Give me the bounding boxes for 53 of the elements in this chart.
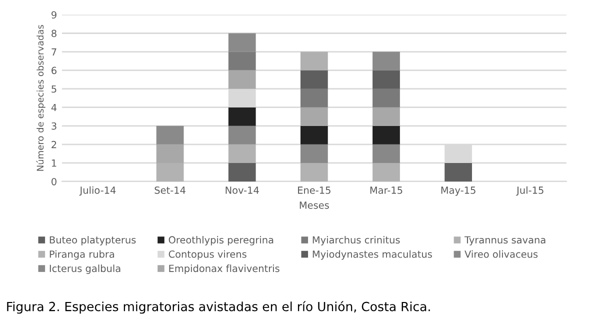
x-axis-title: Meses [300, 202, 329, 209]
text: Figura 2. Especies migratorias avistadas en el río Unión, Costa Rica. [7, 301, 430, 314]
legend-label: Icterus galbula [50, 264, 120, 274]
legend-label: Myiarchus crinitus [312, 236, 400, 246]
bar [228, 52, 256, 70]
bar [228, 162, 256, 182]
legend-label: Vireo olivaceus [464, 250, 538, 258]
bar [444, 162, 472, 182]
x-tick-label: Julio-14 [79, 186, 116, 196]
bar [372, 126, 400, 144]
x-tick-label: Set-14 [154, 186, 186, 194]
bar [300, 107, 328, 126]
bar [228, 33, 256, 52]
x-tick-label: Mar-15 [370, 186, 402, 194]
bar [300, 88, 328, 108]
x-tick-label: May-15 [441, 186, 476, 196]
y-tick-label: 7 [52, 48, 56, 56]
legend-label: Piranga rubra [50, 250, 114, 260]
bar [372, 70, 400, 89]
bar [300, 52, 328, 70]
bar [228, 144, 256, 163]
bar [372, 162, 400, 182]
y-tick-label: 0 [52, 178, 56, 186]
legend-label: Oreothlypis peregrina [168, 236, 274, 246]
y-tick-label: 8 [52, 30, 56, 38]
legend-label: Buteo platypterus [50, 236, 136, 246]
y-tick-label: 6 [52, 66, 56, 74]
bar [228, 70, 256, 89]
y-tick-label: 9 [52, 11, 56, 19]
y-axis-title: Número de especies observadas [36, 25, 46, 171]
legend-label: Myiodynastes maculatus [312, 250, 432, 260]
y-tick-label: 5 [52, 85, 56, 93]
bar [228, 107, 256, 126]
legend-label: Contopus virens [168, 250, 246, 260]
y-tick-label: 2 [52, 140, 56, 148]
x-tick-label: Nov-14 [226, 186, 259, 194]
bar [300, 126, 328, 144]
y-tick-label: 3 [52, 122, 56, 130]
y-tick-label: 4 [51, 104, 57, 112]
bar [372, 144, 400, 163]
bar [300, 144, 328, 163]
legend-label: Empidonax flaviventris [169, 264, 280, 274]
legend-label: Tyrannus savana [464, 236, 546, 246]
bar [156, 126, 184, 144]
x-tick-label: Jul-15 [516, 186, 544, 196]
bar [300, 162, 328, 182]
y-tick-label: 1 [52, 160, 56, 167]
bar [300, 70, 328, 89]
bar [372, 52, 400, 70]
x-tick-label: Ene-15 [298, 186, 330, 194]
bar [372, 88, 400, 108]
bar [372, 107, 400, 126]
bar [228, 126, 256, 144]
